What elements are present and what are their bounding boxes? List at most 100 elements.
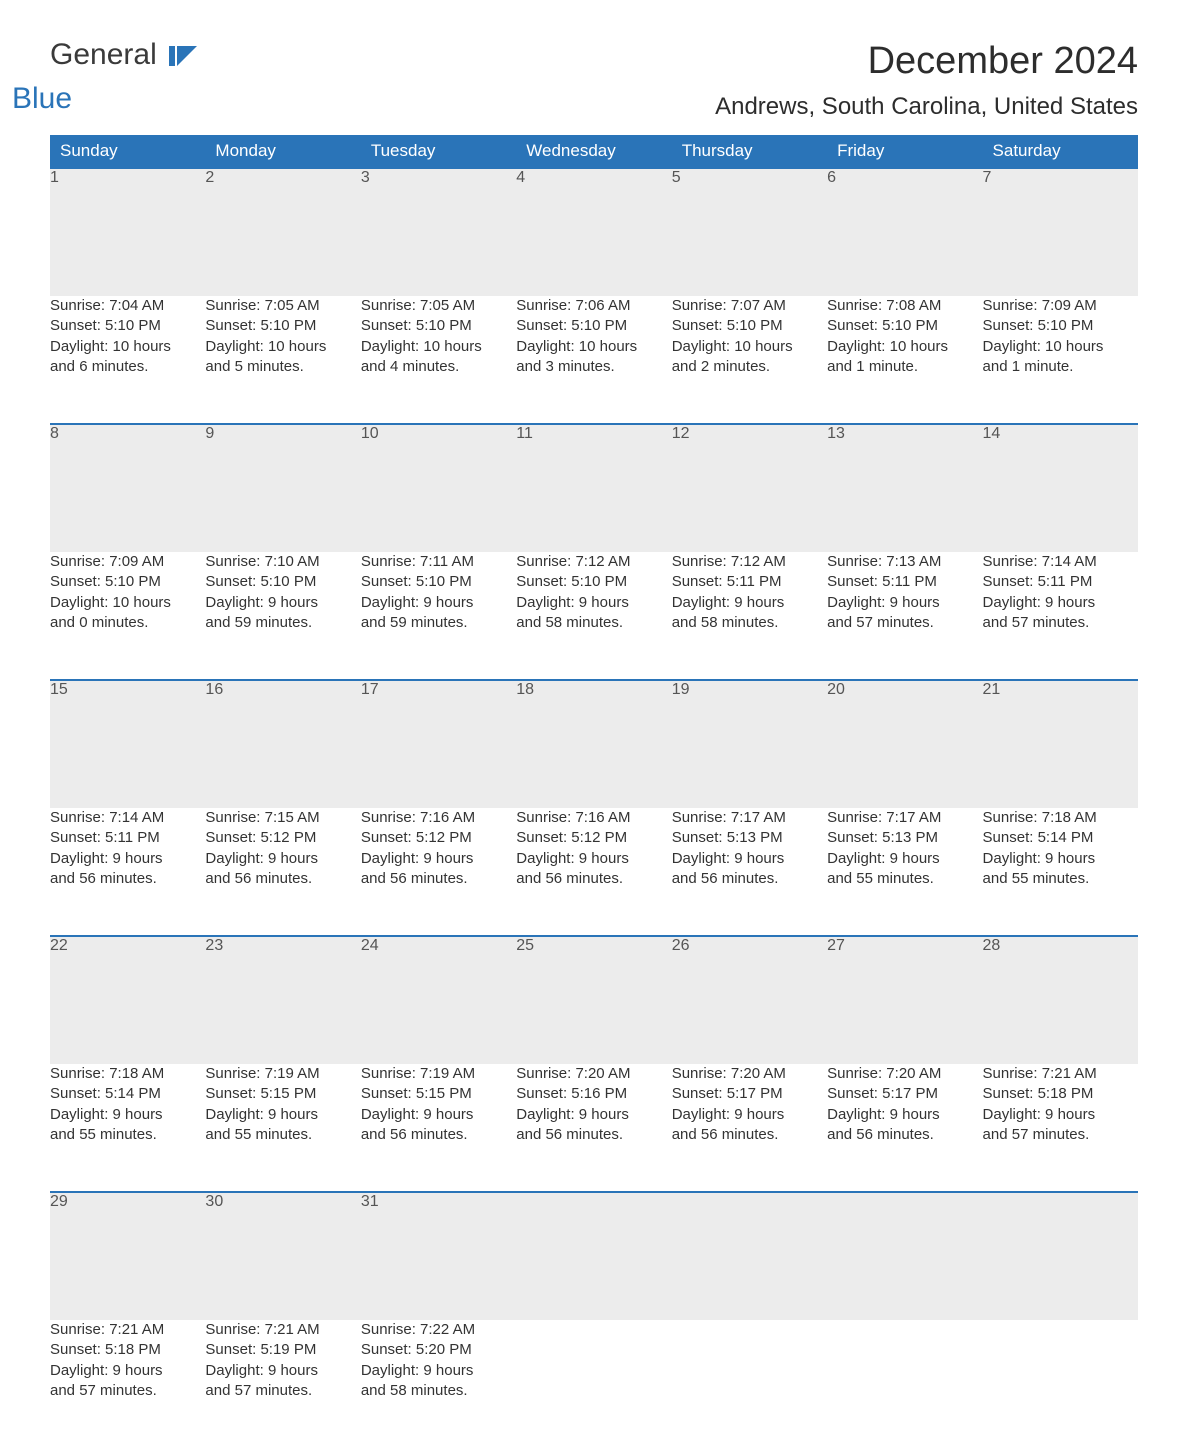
daylight-line1: Daylight: 9 hours [205,1105,360,1125]
daylight-line2: and 56 minutes. [361,869,516,889]
sunrise-text: Sunrise: 7:20 AM [672,1064,827,1084]
col-tuesday: Tuesday [361,135,516,168]
sunset-text: Sunset: 5:12 PM [205,828,360,848]
sunrise-text: Sunrise: 7:17 AM [827,808,982,828]
day-content-cell: Sunrise: 7:06 AMSunset: 5:10 PMDaylight:… [516,296,671,424]
day-number-cell: 29 [50,1192,205,1320]
sunrise-text: Sunrise: 7:14 AM [50,808,205,828]
daylight-line1: Daylight: 10 hours [827,337,982,357]
sunrise-text: Sunrise: 7:21 AM [205,1320,360,1340]
sunset-text: Sunset: 5:10 PM [672,316,827,336]
sunrise-text: Sunrise: 7:18 AM [983,808,1138,828]
week-daynum-row: 891011121314 [50,424,1138,552]
sunset-text: Sunset: 5:17 PM [827,1084,982,1104]
day-number-cell: 11 [516,424,671,552]
sunset-text: Sunset: 5:12 PM [361,828,516,848]
daylight-line1: Daylight: 10 hours [205,337,360,357]
daylight-line2: and 1 minute. [827,357,982,377]
daylight-line1: Daylight: 9 hours [361,593,516,613]
day-content-cell: Sunrise: 7:20 AMSunset: 5:17 PMDaylight:… [827,1064,982,1192]
sunrise-text: Sunrise: 7:16 AM [516,808,671,828]
daylight-line2: and 59 minutes. [205,613,360,633]
day-number-cell: 1 [50,168,205,296]
sunrise-text: Sunrise: 7:06 AM [516,296,671,316]
sunset-text: Sunset: 5:14 PM [50,1084,205,1104]
daylight-line1: Daylight: 9 hours [361,1105,516,1125]
sunrise-text: Sunrise: 7:08 AM [827,296,982,316]
day-content-cell [672,1320,827,1448]
day-content-cell: Sunrise: 7:12 AMSunset: 5:11 PMDaylight:… [672,552,827,680]
daylight-line2: and 5 minutes. [205,357,360,377]
sunset-text: Sunset: 5:11 PM [672,572,827,592]
daylight-line1: Daylight: 9 hours [827,849,982,869]
flag-icon [169,46,197,66]
day-content-cell [983,1320,1138,1448]
title-block: December 2024 Andrews, South Carolina, U… [715,40,1138,121]
daylight-line2: and 56 minutes. [205,869,360,889]
day-number-cell: 23 [205,936,360,1064]
day-content-cell: Sunrise: 7:09 AMSunset: 5:10 PMDaylight:… [983,296,1138,424]
sunset-text: Sunset: 5:18 PM [983,1084,1138,1104]
sunrise-text: Sunrise: 7:16 AM [361,808,516,828]
sunset-text: Sunset: 5:10 PM [827,316,982,336]
week-daynum-row: 15161718192021 [50,680,1138,808]
sunrise-text: Sunrise: 7:12 AM [516,552,671,572]
col-saturday: Saturday [983,135,1138,168]
day-content-cell: Sunrise: 7:07 AMSunset: 5:10 PMDaylight:… [672,296,827,424]
day-content-cell: Sunrise: 7:16 AMSunset: 5:12 PMDaylight:… [516,808,671,936]
day-number-cell: 28 [983,936,1138,1064]
daylight-line1: Daylight: 9 hours [672,849,827,869]
sunset-text: Sunset: 5:15 PM [361,1084,516,1104]
daylight-line1: Daylight: 9 hours [983,1105,1138,1125]
day-number-cell: 13 [827,424,982,552]
day-content-cell: Sunrise: 7:18 AMSunset: 5:14 PMDaylight:… [983,808,1138,936]
sunset-text: Sunset: 5:10 PM [50,316,205,336]
daylight-line1: Daylight: 9 hours [983,849,1138,869]
col-friday: Friday [827,135,982,168]
week-content-row: Sunrise: 7:21 AMSunset: 5:18 PMDaylight:… [50,1320,1138,1448]
daylight-line2: and 6 minutes. [50,357,205,377]
week-daynum-row: 22232425262728 [50,936,1138,1064]
day-number-cell: 19 [672,680,827,808]
daylight-line2: and 55 minutes. [205,1125,360,1145]
daylight-line2: and 55 minutes. [50,1125,205,1145]
day-content-cell: Sunrise: 7:20 AMSunset: 5:17 PMDaylight:… [672,1064,827,1192]
col-thursday: Thursday [672,135,827,168]
week-content-row: Sunrise: 7:04 AMSunset: 5:10 PMDaylight:… [50,296,1138,424]
day-number-cell: 14 [983,424,1138,552]
day-number-cell: 31 [361,1192,516,1320]
day-content-cell: Sunrise: 7:14 AMSunset: 5:11 PMDaylight:… [983,552,1138,680]
daylight-line2: and 55 minutes. [983,869,1138,889]
calendar-table: Sunday Monday Tuesday Wednesday Thursday… [50,135,1138,1448]
sunset-text: Sunset: 5:12 PM [516,828,671,848]
daylight-line2: and 56 minutes. [516,1125,671,1145]
day-content-cell: Sunrise: 7:05 AMSunset: 5:10 PMDaylight:… [361,296,516,424]
daylight-line2: and 56 minutes. [827,1125,982,1145]
col-monday: Monday [205,135,360,168]
daylight-line1: Daylight: 9 hours [50,849,205,869]
daylight-line2: and 0 minutes. [50,613,205,633]
brand-logo: General Blue [50,40,197,100]
day-number-cell: 17 [361,680,516,808]
day-number-cell: 3 [361,168,516,296]
sunrise-text: Sunrise: 7:17 AM [672,808,827,828]
day-number-cell: 12 [672,424,827,552]
day-number-cell: 16 [205,680,360,808]
sunrise-text: Sunrise: 7:22 AM [361,1320,516,1340]
sunset-text: Sunset: 5:15 PM [205,1084,360,1104]
daylight-line1: Daylight: 10 hours [672,337,827,357]
brand-word1: General [50,38,157,71]
day-content-cell: Sunrise: 7:19 AMSunset: 5:15 PMDaylight:… [361,1064,516,1192]
day-number-cell: 24 [361,936,516,1064]
sunset-text: Sunset: 5:18 PM [50,1340,205,1360]
daylight-line1: Daylight: 9 hours [827,593,982,613]
sunset-text: Sunset: 5:11 PM [983,572,1138,592]
sunset-text: Sunset: 5:10 PM [361,316,516,336]
week-daynum-row: 293031 [50,1192,1138,1320]
sunrise-text: Sunrise: 7:13 AM [827,552,982,572]
daylight-line2: and 57 minutes. [983,1125,1138,1145]
location-subtitle: Andrews, South Carolina, United States [715,93,1138,121]
day-number-cell [516,1192,671,1320]
daylight-line1: Daylight: 10 hours [983,337,1138,357]
sunrise-text: Sunrise: 7:11 AM [361,552,516,572]
